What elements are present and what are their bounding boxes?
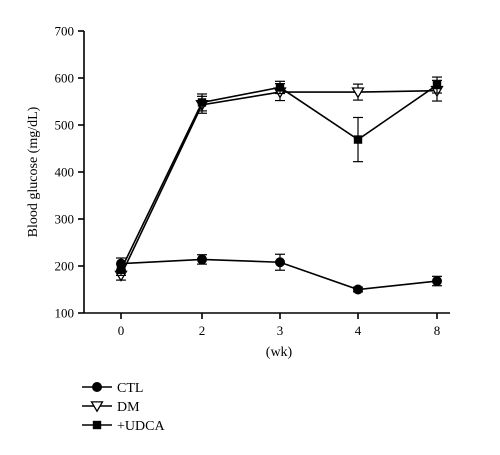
data-point <box>351 87 365 99</box>
x-tick-label: 2 <box>199 323 206 338</box>
y-tick-label: 200 <box>55 259 75 274</box>
data-point <box>197 98 207 107</box>
series-udca <box>116 76 442 276</box>
x-tick-label: 8 <box>434 323 441 338</box>
y-tick-label: 100 <box>55 306 75 321</box>
data-point <box>353 284 363 295</box>
data-point <box>432 276 442 287</box>
data-point <box>116 265 126 274</box>
y-axis-title: Blood glucose (mg/dL) <box>26 106 41 237</box>
data-point <box>275 83 285 92</box>
legend-label: CTL <box>117 381 143 396</box>
y-tick-label: 400 <box>55 165 75 180</box>
x-tick-label: 4 <box>355 323 362 338</box>
series-layer <box>114 76 444 295</box>
y-tick-label: 300 <box>55 212 75 227</box>
legend-marker <box>92 382 102 392</box>
x-axis-title: (wk) <box>266 345 293 360</box>
y-tick-label: 700 <box>55 24 75 39</box>
legend-label: +UDCA <box>117 419 165 434</box>
legend-entry: CTL <box>82 381 143 396</box>
y-tick-label: 500 <box>55 118 75 133</box>
series-ctl <box>116 253 442 295</box>
legend-entry: +UDCA <box>82 419 165 434</box>
legend: CTL DM +UDCA <box>82 381 165 434</box>
legend-marker <box>92 420 102 430</box>
data-point <box>432 80 442 90</box>
data-point <box>353 135 363 144</box>
x-tick-label: 0 <box>118 323 125 338</box>
legend-entry: DM <box>82 400 140 415</box>
data-point <box>197 254 207 265</box>
y-tick-label: 600 <box>55 71 75 86</box>
axes: 100 200 300 400 500 600 700 0 2 3 4 8 <box>55 24 450 338</box>
legend-label: DM <box>117 400 140 415</box>
legend-marker <box>90 401 104 413</box>
x-tick-label: 3 <box>277 323 284 338</box>
data-point <box>275 257 285 268</box>
